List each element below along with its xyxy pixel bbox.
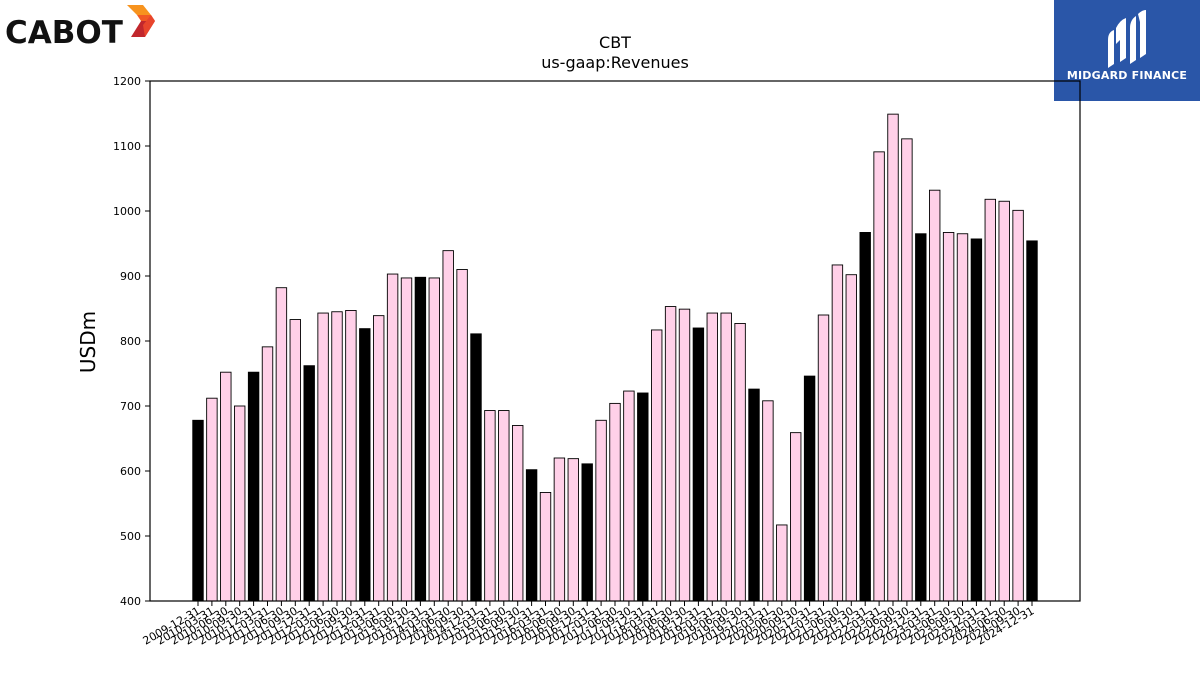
bar — [345, 310, 357, 602]
bar — [803, 375, 816, 602]
bar — [456, 269, 468, 602]
chart-subtitle: us-gaap:Revenues — [541, 53, 689, 72]
plot-frame — [149, 80, 1081, 602]
bar — [887, 113, 899, 602]
bar — [359, 328, 371, 602]
y-tick-label: 400 — [120, 595, 141, 608]
bar — [553, 457, 566, 602]
bar — [901, 138, 913, 602]
bar — [942, 231, 955, 602]
bar — [845, 274, 857, 602]
bar — [261, 346, 274, 602]
bars-layer — [192, 113, 1038, 602]
midgard-emblem-icon — [1108, 10, 1146, 68]
bar — [651, 329, 663, 602]
y-tick-label: 1200 — [113, 75, 141, 88]
cabot-flame-icon — [127, 5, 155, 37]
cabot-logo-text: CABOT — [5, 15, 123, 51]
bar — [734, 323, 746, 602]
y-tick-label: 800 — [120, 335, 141, 348]
bar — [762, 400, 774, 602]
bar — [567, 458, 579, 602]
bar — [678, 308, 691, 602]
midgard-logo-text: MIDGARD FINANCE — [1066, 69, 1188, 82]
bar — [859, 231, 871, 602]
bar — [525, 469, 538, 602]
bar — [373, 315, 385, 602]
bar — [1026, 240, 1038, 602]
y-tick-label: 600 — [120, 465, 141, 478]
bar — [400, 277, 413, 602]
bar — [623, 390, 635, 602]
bar — [220, 371, 232, 602]
bar — [386, 273, 399, 602]
bar — [289, 319, 301, 602]
bar — [720, 312, 732, 602]
bar — [1012, 209, 1024, 602]
bar — [609, 402, 621, 602]
bar — [706, 312, 718, 602]
bar — [206, 397, 218, 602]
bar — [692, 327, 705, 602]
bar — [414, 276, 427, 602]
bar — [595, 419, 607, 602]
bar — [984, 198, 996, 602]
bar — [970, 238, 983, 602]
midgard-finance-logo: MIDGARD FINANCE — [1054, 0, 1200, 101]
bar — [470, 333, 482, 602]
bar — [498, 410, 510, 602]
bar — [539, 492, 552, 602]
bar — [915, 233, 927, 602]
bar — [303, 365, 315, 602]
y-tick-label: 500 — [120, 530, 141, 543]
bar — [331, 311, 343, 602]
bar — [637, 392, 649, 602]
y-tick-label: 1000 — [113, 205, 141, 218]
bar — [512, 425, 524, 602]
bar — [275, 287, 288, 602]
bar — [664, 306, 677, 602]
bar — [831, 264, 844, 602]
bar — [442, 250, 454, 602]
y-tick-label: 700 — [120, 400, 141, 413]
bar — [581, 463, 593, 602]
y-axis-label: USDm — [76, 311, 100, 373]
bar — [790, 432, 802, 602]
bar — [929, 189, 941, 602]
y-tick-label: 1100 — [113, 140, 141, 153]
y-axis: 400 500 600 700 800 900 1000 1100 1200 — [113, 75, 150, 608]
bar — [428, 277, 440, 602]
bar — [956, 233, 969, 602]
bar — [192, 419, 204, 602]
bar — [484, 410, 496, 602]
bar — [247, 371, 260, 602]
chart-title: CBT — [599, 33, 631, 52]
cabot-logo: CABOT — [5, 5, 165, 53]
bar — [748, 388, 760, 602]
bar — [776, 524, 788, 602]
bar — [233, 405, 246, 602]
bar — [998, 200, 1010, 602]
x-axis: 2009-12-312010-03-312010-06-302010-09-30… — [141, 601, 1037, 648]
bar — [817, 314, 830, 602]
y-tick-label: 900 — [120, 270, 141, 283]
bar — [317, 312, 329, 602]
bar — [873, 151, 885, 602]
